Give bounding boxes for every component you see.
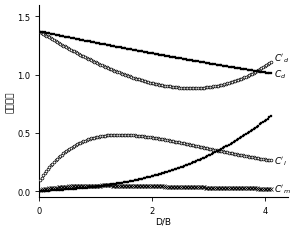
Y-axis label: 风力系数: 风力系数 — [6, 91, 15, 112]
Text: $C_d$: $C_d$ — [274, 68, 286, 80]
Text: $C'_m$: $C'_m$ — [274, 183, 290, 195]
Text: $C'_d$: $C'_d$ — [274, 52, 289, 64]
Text: $C'_l$: $C'_l$ — [274, 155, 286, 167]
X-axis label: D/B: D/B — [156, 216, 172, 225]
